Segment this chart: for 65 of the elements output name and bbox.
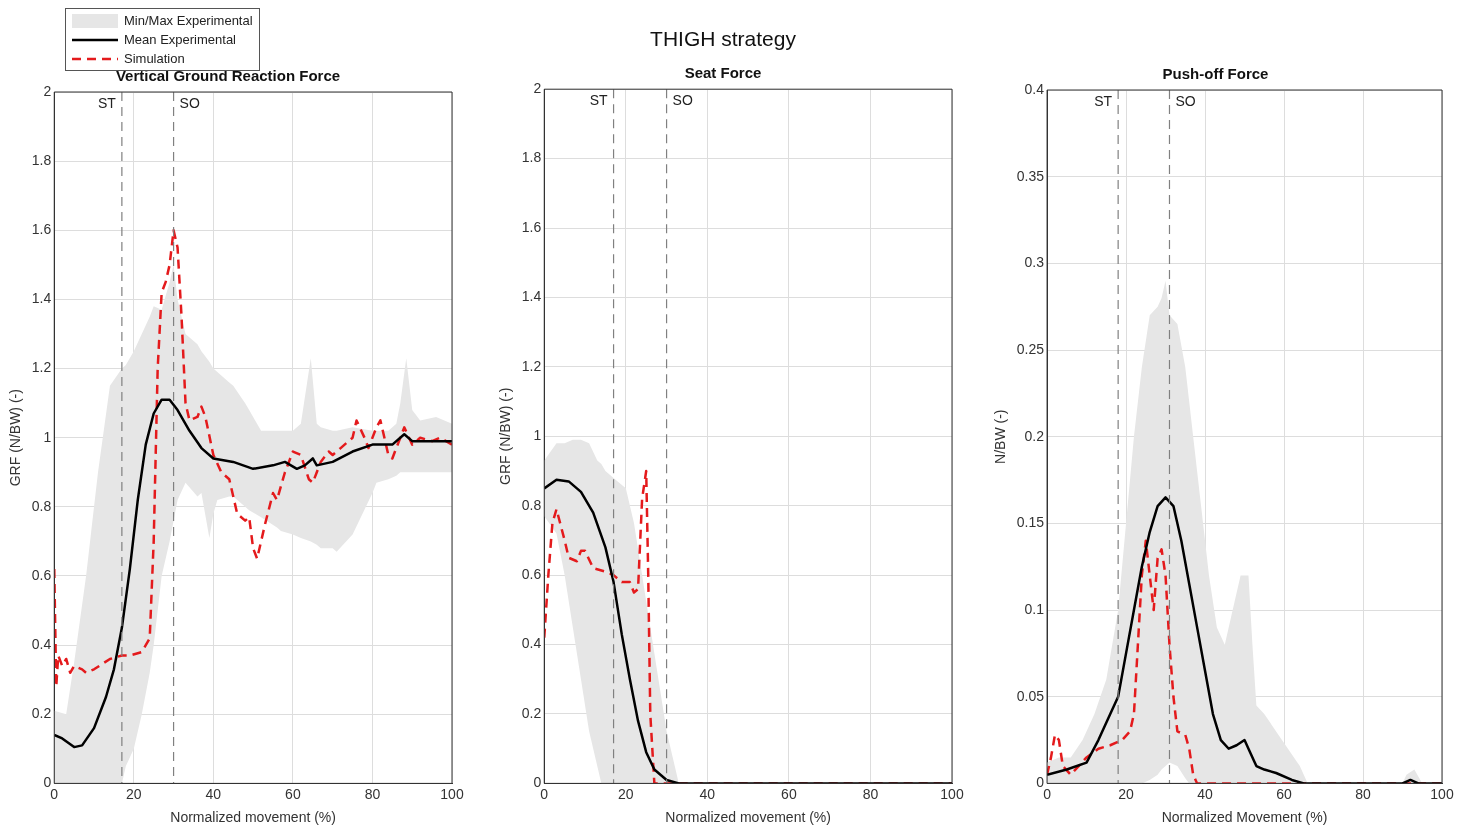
y-tick-label: 0.8: [31, 497, 52, 514]
ref-line-label: ST: [1094, 92, 1113, 109]
y-axis-title: N/BW (-): [992, 409, 1009, 464]
chart-title: Push-off Force: [1162, 65, 1269, 83]
legend-label: Mean Experimental: [124, 32, 236, 47]
y-tick-label: 2: [533, 80, 542, 97]
x-axis-title: Normalized Movement (%): [1161, 809, 1328, 826]
x-tick-label: 80: [364, 785, 381, 802]
x-tick-label: 40: [699, 785, 716, 802]
x-tick-label: 40: [1197, 785, 1214, 802]
x-axis-title: Normalized movement (%): [170, 809, 336, 826]
y-tick-label: 0.6: [521, 566, 542, 582]
x-tick-label: 80: [862, 785, 879, 802]
y-axis-title: GRF (N/BW) (-): [497, 387, 514, 485]
ref-line-label: SO: [1175, 92, 1196, 109]
chart-title: Vertical Ground Reaction Force: [115, 67, 341, 85]
x-tick-label: 100: [940, 785, 964, 802]
y-tick-label: 1: [43, 428, 52, 445]
x-tick-label: 100: [440, 785, 464, 802]
y-tick-label: 0: [1036, 774, 1045, 791]
y-tick-label: 0.2: [521, 704, 542, 721]
y-tick-label: 0.4: [1024, 80, 1045, 97]
y-tick-label: 0.2: [1024, 427, 1045, 444]
ref-line-label: SO: [672, 92, 693, 109]
x-axis-title: Normalized movement (%): [665, 809, 831, 826]
x-tick-label: 20: [1118, 785, 1135, 802]
ref-line-label: ST: [589, 92, 609, 109]
y-tick-label: 1.2: [31, 359, 52, 376]
y-tick-label: 0.6: [31, 566, 52, 583]
y-tick-label: 0.3: [1024, 254, 1045, 271]
y-tick-label: 1.8: [31, 152, 52, 168]
y-tick-label: 1.8: [521, 149, 542, 166]
y-tick-label: 2: [43, 82, 52, 99]
x-tick-label: 40: [205, 785, 222, 802]
x-tick-label: 60: [285, 785, 301, 802]
legend-label: Simulation: [124, 51, 185, 66]
ref-line-label: ST: [97, 94, 117, 111]
y-tick-label: 0.1: [1024, 600, 1045, 617]
y-tick-label: 1.4: [31, 290, 52, 307]
y-tick-label: 0.4: [521, 635, 542, 652]
y-tick-label: 0.4: [31, 635, 52, 652]
y-tick-label: 0.25: [1016, 340, 1045, 357]
y-axis-title: GRF (N/BW) (-): [7, 389, 24, 487]
x-tick-label: 60: [1276, 785, 1293, 802]
y-tick-label: 0.8: [521, 496, 542, 513]
chart-subtitle: Seat Force: [684, 64, 762, 82]
ref-line-label: SO: [179, 94, 200, 111]
y-tick-label: 0.05: [1016, 687, 1045, 704]
y-tick-label: 0.35: [1016, 167, 1045, 184]
y-tick-label: 1.2: [521, 357, 542, 374]
y-tick-label: 1.6: [521, 218, 542, 235]
legend-label: Min/Max Experimental: [124, 13, 253, 28]
x-tick-label: 60: [781, 785, 797, 802]
y-tick-label: 1.4: [521, 288, 542, 305]
y-tick-label: 0: [533, 774, 542, 791]
y-tick-label: 0.15: [1016, 514, 1045, 531]
y-tick-label: 1.6: [31, 221, 52, 238]
y-tick-label: 1: [533, 427, 542, 444]
x-tick-label: 20: [126, 785, 142, 802]
chart-title: THIGH strategy: [650, 27, 797, 51]
x-tick-label: 80: [1355, 785, 1372, 802]
x-tick-label: 100: [1430, 785, 1454, 802]
x-tick-label: 20: [618, 785, 634, 802]
y-tick-label: 0: [43, 774, 52, 791]
y-tick-label: 0.2: [31, 705, 52, 722]
